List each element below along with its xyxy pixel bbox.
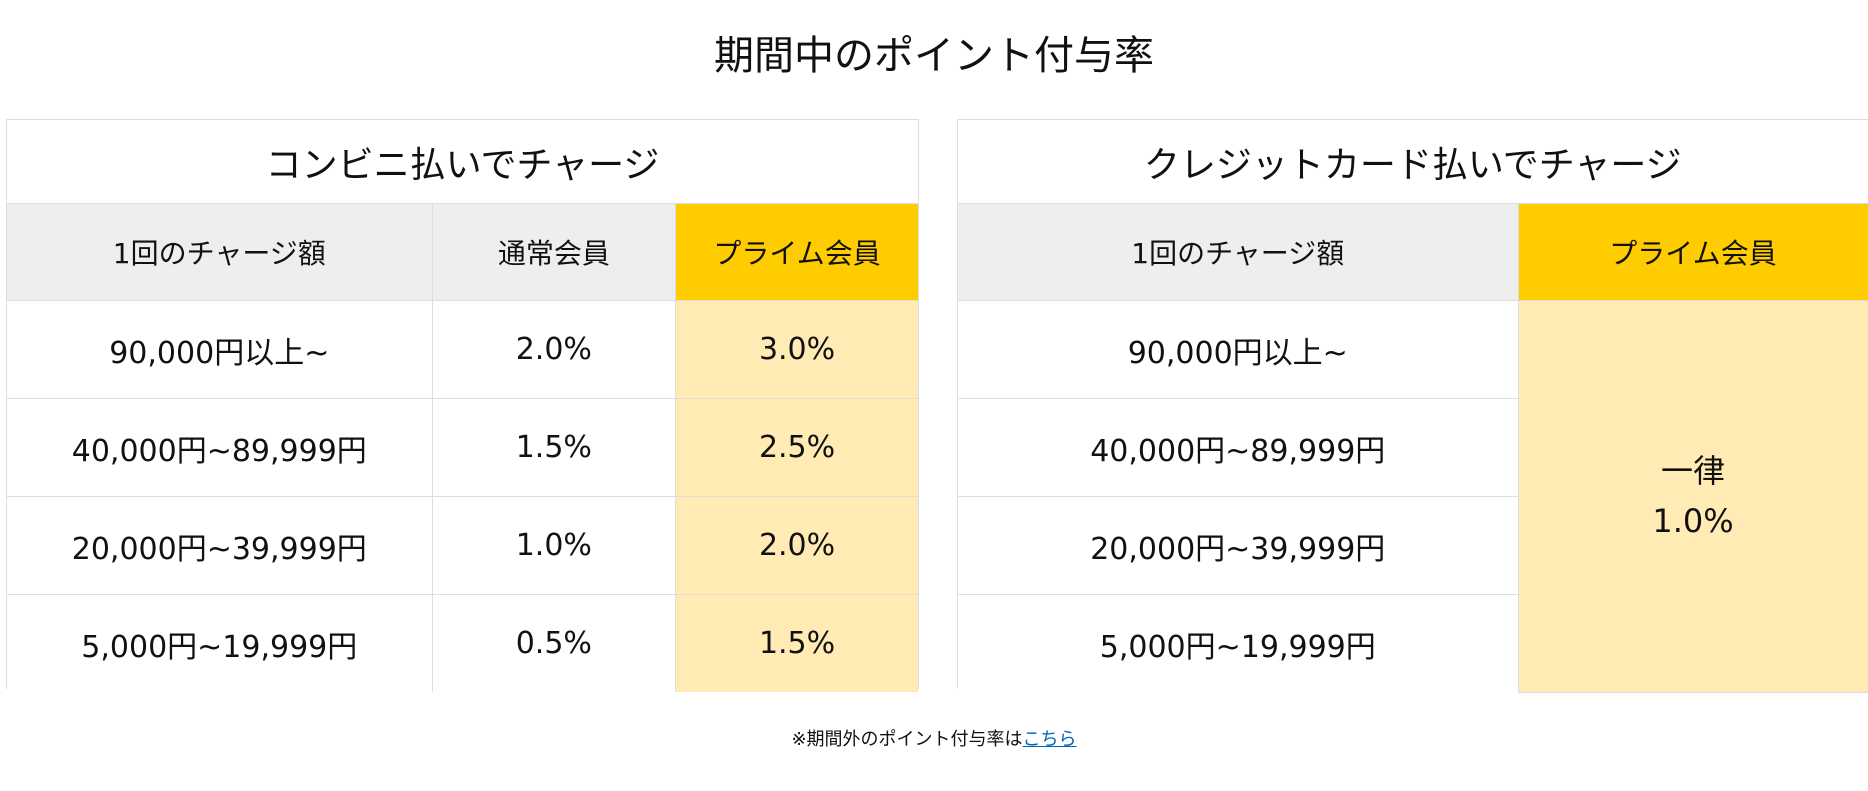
flat-rate-label: 一律 (1660, 452, 1725, 491)
table-row: 40,000円~89,999円 1.5% 2.5% (7, 398, 918, 497)
table-row: 90,000円以上~ 2.0% 3.0% (7, 300, 918, 399)
header-prime-member: プライム会員 (1517, 203, 1868, 301)
convenience-rate-panel: コンビニ払いでチャージ 1回のチャージ額 通常会員 プライム会員 90,000円… (6, 119, 919, 692)
charge-amount-cell: 20,000円~39,999円 (958, 496, 1519, 595)
credit-card-rate-panel: クレジットカード払いでチャージ 1回のチャージ額 プライム会員 90,000円以… (957, 119, 1868, 693)
table-row: 20,000円~39,999円 1.0% 2.0% (7, 496, 918, 595)
table-row: 90,000円以上~ 一律 1.0% (958, 300, 1868, 693)
charge-amount-cell: 90,000円以上~ (7, 300, 433, 399)
charge-amount-cell: 90,000円以上~ (958, 300, 1519, 399)
table-row: 5,000円~19,999円 (958, 594, 1868, 692)
regular-rate-cell: 0.5% (431, 594, 677, 692)
regular-rate-cell: 1.0% (431, 496, 677, 595)
prime-rate-cell: 3.0% (675, 300, 918, 399)
header-prime-member: プライム会員 (675, 203, 918, 301)
convenience-table-caption: コンビニ払いでチャージ (7, 120, 918, 204)
charge-amount-cell: 5,000円~19,999円 (7, 594, 433, 692)
charge-amount-cell: 5,000円~19,999円 (958, 594, 1519, 692)
footnote: ※期間外のポイント付与率はこちら (0, 728, 1868, 752)
regular-rate-cell: 1.5% (431, 398, 677, 497)
table-row: 40,000円~89,999円 (958, 398, 1868, 497)
credit-card-table-caption: クレジットカード払いでチャージ (958, 120, 1868, 204)
charge-amount-cell: 40,000円~89,999円 (7, 398, 433, 497)
regular-rate-cell: 2.0% (431, 300, 677, 399)
off-period-rate-link[interactable]: こちら (1022, 729, 1077, 750)
flat-rate-value: 1.0% (1652, 502, 1734, 541)
table-row: 20,000円~39,999円 (958, 496, 1868, 595)
page-title: 期間中のポイント付与率 (714, 33, 1154, 79)
prime-rate-cell: 2.5% (675, 398, 918, 497)
header-regular-member: 通常会員 (431, 203, 677, 301)
header-charge-amount: 1回のチャージ額 (958, 203, 1519, 301)
prime-rate-cell: 1.5% (675, 594, 918, 692)
charge-amount-cell: 40,000円~89,999円 (958, 398, 1519, 497)
prime-rate-cell: 2.0% (675, 496, 918, 595)
header-charge-amount: 1回のチャージ額 (7, 203, 433, 301)
prime-flat-rate-cell: 一律 1.0% (1517, 300, 1868, 693)
footnote-text: ※期間外のポイント付与率は (791, 729, 1023, 750)
credit-card-rate-table: クレジットカード払いでチャージ 1回のチャージ額 プライム会員 90,000円以… (958, 120, 1868, 693)
table-row: 5,000円~19,999円 0.5% 1.5% (7, 594, 918, 692)
charge-amount-cell: 20,000円~39,999円 (7, 496, 433, 595)
convenience-rate-table: コンビニ払いでチャージ 1回のチャージ額 通常会員 プライム会員 90,000円… (7, 120, 918, 692)
